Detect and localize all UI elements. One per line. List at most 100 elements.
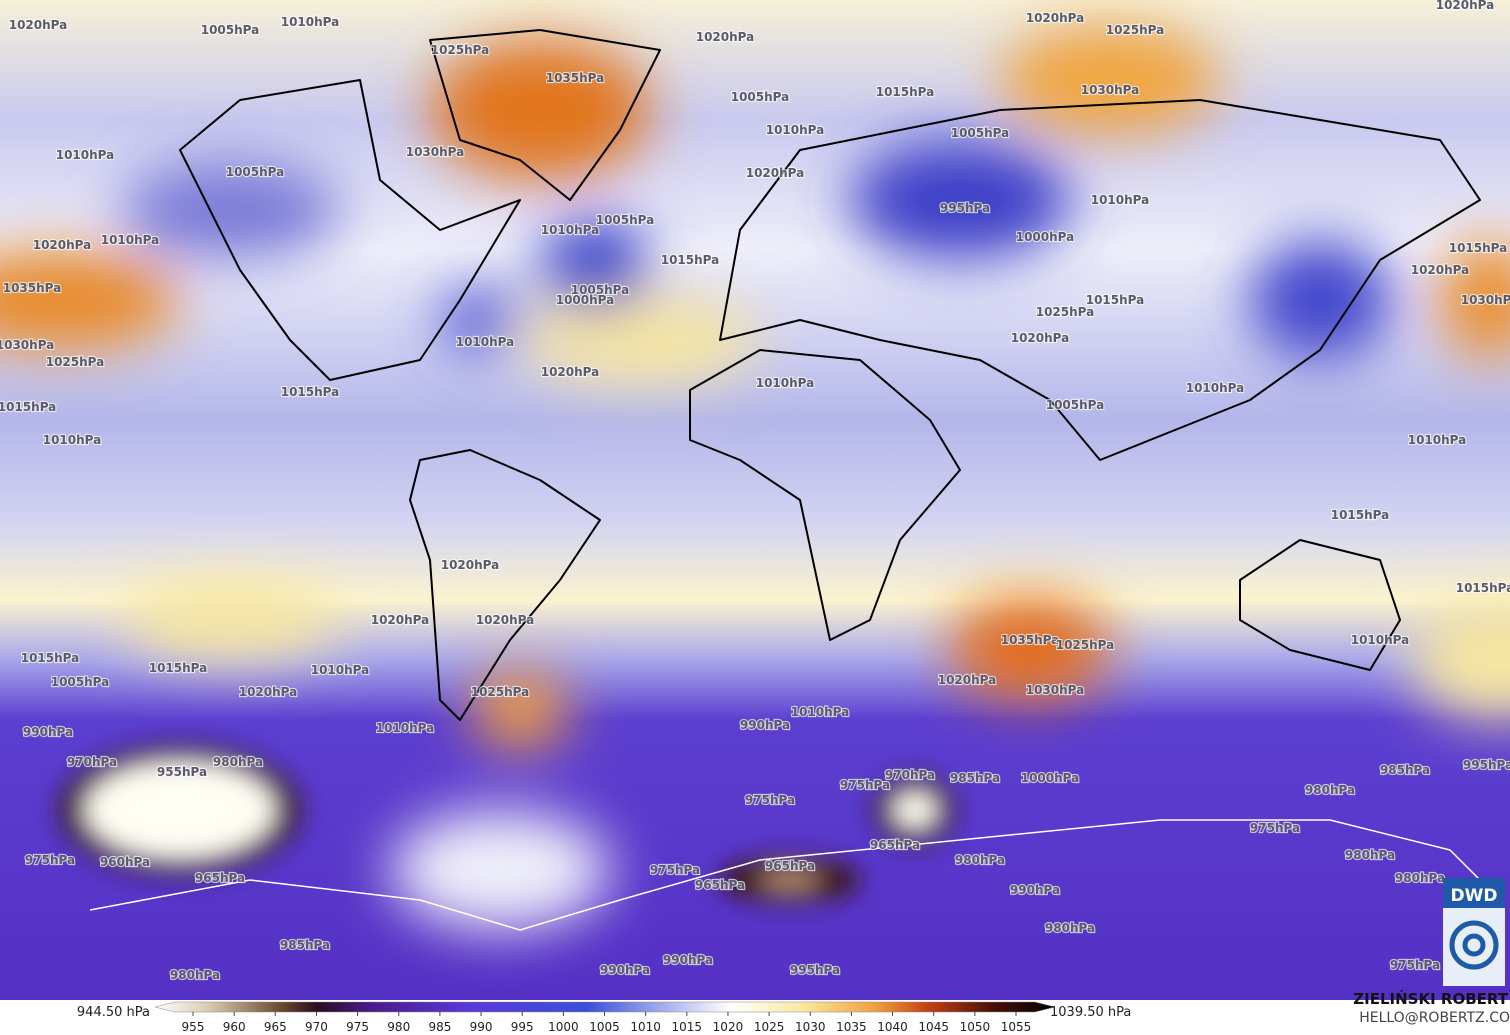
isobar-label: 990hPa (600, 963, 650, 977)
isobar-label: 975hPa (1390, 958, 1440, 972)
isobar-label: 980hPa (1345, 848, 1395, 862)
isobar-label: 1025hPa (1056, 638, 1115, 652)
isobar-label: 1025hPa (46, 355, 105, 369)
eurasia (719, 99, 1481, 461)
isobar-label: 1010hPa (1351, 633, 1410, 647)
isobar-label: 1010hPa (1091, 193, 1150, 207)
africa (689, 349, 961, 641)
isobar-label: 1020hPa (938, 673, 997, 687)
isobar-label: 1020hPa (1436, 0, 1495, 12)
isobar-label: 975hPa (1250, 821, 1300, 835)
isobar-label: 1030hPa (0, 338, 54, 352)
isobar-label: 1025hPa (471, 685, 530, 699)
isobar-label: 1015hPa (1331, 508, 1390, 522)
isobar-label: 1020hPa (239, 685, 298, 699)
colorbar-tick-label: 1010 (630, 1020, 661, 1034)
isobar-label: 1010hPa (766, 123, 825, 137)
colorbar-tick-label: 990 (470, 1020, 493, 1034)
isobar-label: 1000hPa (1021, 771, 1080, 785)
isobar-label: 965hPa (695, 878, 745, 892)
isobar-label: 1025hPa (1106, 23, 1165, 37)
isobar-label: 965hPa (870, 838, 920, 852)
isobar-label: 1025hPa (431, 43, 490, 57)
isobar-label: 975hPa (25, 853, 75, 867)
isobar-label: 990hPa (1010, 883, 1060, 897)
isobar-label: 980hPa (1045, 921, 1095, 935)
isobar-label: 1000hPa (556, 293, 615, 307)
isobar-label: 1015hPa (1449, 241, 1508, 255)
isobar-label: 990hPa (663, 953, 713, 967)
isobar-label: 975hPa (745, 793, 795, 807)
isobar-labels: 1020hPa 1005hPa1010hPa1025hPa1035hPa1020h… (0, 0, 1510, 983)
colorbar-tick-label: 1025 (754, 1020, 785, 1034)
isobar-label: 1030hPa (1026, 683, 1085, 697)
isobar-label: 1005hPa (951, 126, 1010, 140)
isobar-label: 970hPa (885, 768, 935, 782)
isobar-label: 1010hPa (1186, 381, 1245, 395)
isobar-label: 965hPa (195, 871, 245, 885)
isobar-label: 1005hPa (571, 283, 630, 297)
isobar-label: 1000hPa (1016, 230, 1075, 244)
isobar-label: 1020hPa (476, 613, 535, 627)
isobar-label: 960hPa (100, 855, 150, 869)
isobar-label: 1015hPa (876, 85, 935, 99)
colorbar-min: 944.50 hPa (77, 1005, 150, 1020)
colorbar-tick-label: 1030 (795, 1020, 826, 1034)
isobar-label: 1015hPa (21, 651, 80, 665)
pressure-field (0, 0, 1510, 1000)
isobar-label: 1015hPa (0, 400, 56, 414)
isobar-label: 990hPa (23, 725, 73, 739)
north-america (179, 79, 521, 381)
isobar-label: 1015hPa (149, 661, 208, 675)
isobar-label: 975hPa (840, 778, 890, 792)
isobar-label: 1010hPa (456, 335, 515, 349)
colorbar-tick-label: 1015 (672, 1020, 703, 1034)
author: ZIELIŃSKI ROBERT (1353, 989, 1508, 1008)
isobar-label: 1005hPa (201, 23, 260, 37)
colorbar (154, 1001, 1056, 1013)
isobar-label: 955hPa (157, 765, 207, 779)
isobar-label: 1020hPa (1011, 331, 1070, 345)
isobar-label: 980hPa (1395, 871, 1445, 885)
isobar-label: 1015hPa (1086, 293, 1145, 307)
isobar-label: 995hPa (790, 963, 840, 977)
isobar-label: 995hPa (1463, 758, 1510, 772)
isobar-label: 1005hPa (731, 90, 790, 104)
isobar-label: 1010hPa (1408, 433, 1467, 447)
isobar-label: 980hPa (955, 853, 1005, 867)
isobar-label: 1015hPa (1456, 581, 1510, 595)
colorbar-tick-label: 1020 (713, 1020, 744, 1034)
isobar-label: 975hPa (650, 863, 700, 877)
isobar-label: 1015hPa (661, 253, 720, 267)
colorbar-tick-label: 995 (511, 1020, 534, 1034)
colorbar-tick-label: 985 (428, 1020, 451, 1034)
isobar-label: 1035hPa (3, 281, 62, 295)
isobar-label: 1030hPa (406, 145, 465, 159)
australia (1239, 539, 1401, 671)
isobar-label: 980hPa (213, 755, 263, 769)
logo: DWD (1443, 878, 1505, 986)
isobar-label: 990hPa (740, 718, 790, 732)
colorbar-tick-label: 1045 (918, 1020, 949, 1034)
isobar-label: 1005hPa (1046, 398, 1105, 412)
isobar-label: 985hPa (280, 938, 330, 952)
isobar-label: 1035hPa (1001, 633, 1060, 647)
isobar-label: 1020hPa (541, 365, 600, 379)
logo-text: DWD (1451, 886, 1498, 906)
colorbar-max: 1039.50 hPa (1050, 1005, 1131, 1020)
isobar-label: 970hPa (67, 755, 117, 769)
isobar-label: 995hPa (940, 201, 990, 215)
isobar-label: 1010hPa (281, 15, 340, 29)
greenland (429, 29, 661, 201)
colorbar-tick-label: 1000 (548, 1020, 579, 1034)
isobar-label: 1005hPa (51, 675, 110, 689)
footer: 944.50 hPa 1039.50 hPa 955 960 965 970 975 98… (0, 989, 1510, 1035)
isobar-label: 1030hPa (1081, 83, 1140, 97)
isobar-label: 1025hPa (1036, 305, 1095, 319)
isobar-label: 1010hPa (756, 376, 815, 390)
isobar-label: 1010hPa (311, 663, 370, 677)
isobar-label: 1010hPa (56, 148, 115, 162)
isobar-label: 1010hPa (791, 705, 850, 719)
